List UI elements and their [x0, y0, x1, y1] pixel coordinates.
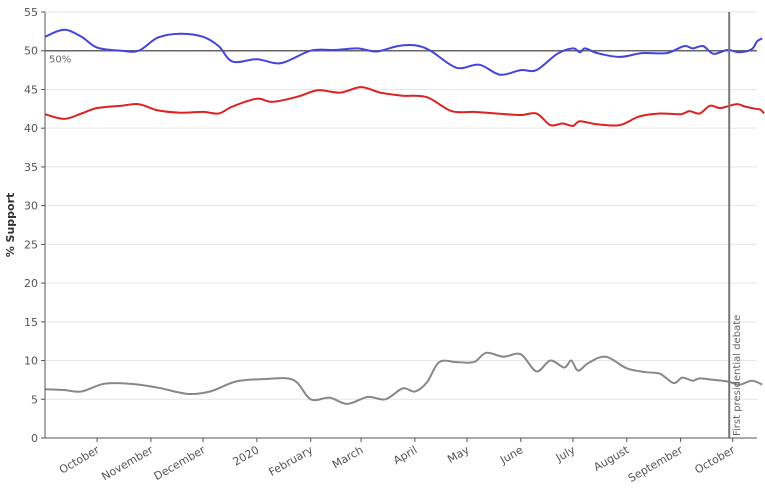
debate-event-label: First presidential debate [732, 315, 743, 436]
series-lines [44, 28, 765, 405]
x-tick-label: April [391, 443, 419, 467]
y-axis-label: % Support [4, 193, 17, 258]
y-tick-label: 10 [24, 355, 38, 368]
x-tick-label: October [693, 443, 738, 477]
series-line-2 [44, 86, 765, 127]
event-line-group: First presidential debate [728, 12, 743, 438]
x-tick-label: August [591, 443, 631, 474]
x-tick-label: September [626, 443, 686, 485]
x-tick-label: July [553, 443, 578, 465]
y-tick-label: 45 [24, 83, 38, 96]
y-tick-label: 35 [24, 161, 38, 174]
x-tick-label: June [497, 443, 525, 467]
x-tick-label: October [57, 443, 102, 477]
y-tick-label: 40 [24, 122, 38, 135]
grid-lines [45, 11, 757, 400]
fifty-percent-label: 50% [49, 55, 71, 66]
y-tick-label: 50 [24, 45, 38, 58]
x-tick-label: March [330, 443, 366, 471]
x-tick-label: November [99, 443, 155, 483]
y-tick-label: 5 [31, 393, 38, 406]
y-tick-label: 25 [24, 238, 38, 251]
y-tick-label: 20 [24, 277, 38, 290]
x-tick-label: February [266, 443, 315, 479]
y-tick-label: 55 [24, 6, 38, 19]
x-tick-label: December [152, 443, 208, 483]
y-tick-label: 0 [31, 432, 38, 445]
series-line-3 [44, 351, 763, 405]
series-line-1 [44, 28, 763, 76]
y-tick-label: 30 [24, 200, 38, 213]
x-tick-label: May [445, 443, 472, 466]
y-tick-label: 15 [24, 316, 38, 329]
x-tick-label: 2020 [231, 443, 262, 468]
y-axis-ticks: 0 5 10 15 20 25 30 35 40 45 50 55 [24, 6, 45, 445]
reference-line-group: 50% [45, 49, 757, 66]
